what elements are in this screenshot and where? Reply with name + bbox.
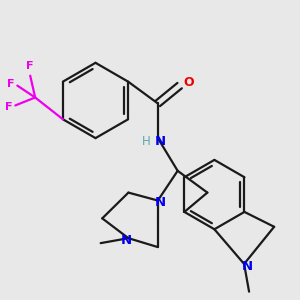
Text: O: O — [183, 76, 194, 89]
Text: N: N — [154, 196, 165, 209]
Text: N: N — [242, 260, 253, 273]
Text: F: F — [7, 79, 14, 88]
Text: H: H — [142, 135, 150, 148]
Text: N: N — [121, 234, 132, 247]
Text: F: F — [26, 61, 34, 71]
Text: F: F — [5, 102, 12, 112]
Text: N: N — [154, 135, 165, 148]
